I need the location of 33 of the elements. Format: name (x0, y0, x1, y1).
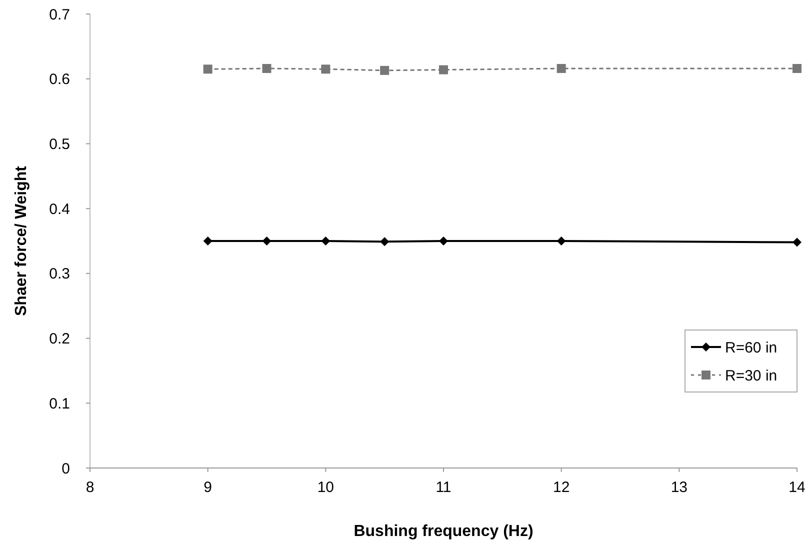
point (556, 236, 566, 246)
y-tick-label: 0.6 (49, 71, 70, 88)
point (203, 236, 212, 246)
point (380, 66, 390, 75)
point (321, 236, 330, 246)
x-tick-label: 13 (670, 479, 688, 496)
point (792, 238, 802, 247)
y-tick-label: 0.7 (49, 6, 70, 24)
point (321, 64, 330, 74)
x-axis-title: Bushing frequency (Hz) (354, 523, 534, 540)
point (262, 64, 272, 73)
legend-label: R=30 in (725, 367, 778, 384)
x-tick-label: 8 (86, 479, 94, 496)
y-tick-label: 0.3 (49, 266, 70, 283)
y-axis-title: Shaer force/ Weight (13, 165, 30, 316)
y-tick-label: 0.5 (49, 136, 70, 153)
point (556, 64, 566, 73)
point (262, 236, 272, 246)
y-tick-label: 0 (62, 460, 70, 478)
y-tick-label: 0.1 (49, 395, 70, 412)
point (439, 65, 448, 74)
point (380, 237, 390, 246)
legend-label: R=60 in (725, 339, 778, 356)
point (792, 64, 802, 73)
point (203, 64, 212, 74)
x-tick-label: 12 (552, 479, 570, 496)
y-tick-label: 0.2 (49, 330, 70, 348)
y-tick-label: 0.4 (49, 200, 70, 218)
x-tick-label: 10 (317, 479, 334, 496)
point (439, 236, 448, 246)
x-tick-label: 14 (788, 479, 806, 496)
x-tick-label: 9 (204, 479, 212, 496)
x-tick-label: 11 (436, 479, 452, 496)
